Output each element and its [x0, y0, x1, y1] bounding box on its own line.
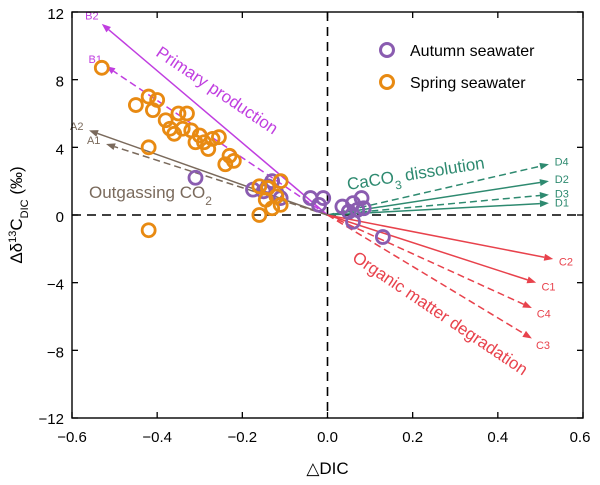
data-point	[374, 229, 391, 245]
data-point	[174, 120, 191, 137]
data-point	[157, 112, 174, 129]
vector-line	[327, 214, 525, 335]
data-point	[272, 173, 289, 190]
vector-line	[327, 214, 528, 281]
x-tick-label: 0.2	[402, 429, 423, 446]
vector-arrowhead	[89, 130, 99, 137]
vector-arrowhead	[522, 301, 532, 309]
vector-line	[108, 29, 328, 216]
x-tick-label: −0.2	[227, 429, 257, 446]
vector-line	[97, 132, 328, 216]
data-point	[149, 92, 166, 108]
vector-arrowhead	[522, 330, 532, 339]
data-point	[259, 180, 276, 196]
data-point	[93, 59, 110, 76]
process-label-caco3-dissolution: CaCO3 dissolution	[346, 153, 487, 199]
legend-marker-spring	[379, 74, 395, 90]
y-tick-labels: 12 8 4 0 −4 −8 −12	[39, 6, 64, 428]
x-tick-labels: −0.6 −0.4 −0.2 0.0 0.2 0.4 0.6	[57, 429, 590, 446]
vector-line	[327, 214, 545, 258]
vector-arrowhead	[106, 143, 116, 151]
vector-arrowhead	[539, 179, 549, 186]
vector-c2: C2	[327, 214, 573, 268]
y-tick-label: −12	[39, 411, 64, 428]
vector-c4: C4	[327, 214, 551, 320]
vector-arrowhead	[101, 23, 111, 33]
data-point	[127, 97, 144, 113]
vector-label: A2	[70, 121, 83, 133]
vector-arrowhead	[539, 200, 549, 208]
vector-a2: A2	[70, 121, 328, 216]
vector-arrowhead	[526, 276, 537, 284]
data-points	[93, 59, 391, 245]
data-point	[315, 190, 332, 206]
vector-arrowhead	[543, 253, 554, 261]
legend-label-spring: Spring seawater	[410, 75, 526, 92]
data-point	[268, 188, 285, 205]
y-tick-label: −8	[47, 344, 64, 361]
vector-label: D4	[555, 156, 569, 168]
series-spring	[93, 59, 289, 239]
data-point	[211, 129, 227, 146]
y-tick-label: 4	[56, 141, 64, 158]
vector-label: D2	[555, 174, 569, 186]
x-axis-title: △DIC	[306, 459, 348, 478]
data-point	[179, 105, 195, 122]
legend-label-autumn: Autumn seawater	[410, 43, 535, 60]
data-point	[345, 213, 361, 230]
vector-arrowhead	[539, 192, 549, 200]
vector-c1: C1	[327, 214, 556, 294]
legend-marker-autumn	[379, 42, 395, 58]
vector-a1: A1	[87, 135, 328, 216]
x-tick-label: 0.6	[570, 429, 591, 446]
vector-label: B2	[85, 10, 98, 22]
data-point	[353, 190, 370, 206]
vector-label: C4	[537, 308, 551, 320]
data-point	[272, 196, 289, 213]
axis-ticks	[71, 11, 584, 419]
y-axis-title: Δδ13CDIC (‰)	[7, 166, 31, 263]
x-tick-label: −0.6	[57, 429, 87, 446]
vector-line	[114, 145, 328, 216]
data-point	[140, 139, 157, 156]
data-point	[204, 130, 221, 147]
data-point	[251, 207, 268, 223]
process-label-outgassing: Outgassing CO2	[89, 183, 212, 208]
y-tick-label: 8	[56, 74, 64, 91]
vector-label: A1	[87, 135, 100, 147]
legend: Autumn seawater Spring seawater	[379, 42, 535, 92]
data-point	[140, 88, 157, 105]
vector-label: D3	[555, 189, 569, 201]
data-point	[355, 200, 372, 217]
y-tick-label: 0	[56, 209, 64, 226]
y-tick-label: 12	[47, 6, 64, 23]
data-point	[217, 156, 234, 173]
data-point	[251, 178, 268, 195]
x-tick-label: 0.0	[317, 429, 338, 446]
vector-label: C3	[536, 340, 550, 352]
vector-line	[113, 70, 328, 216]
data-point	[140, 222, 157, 239]
vector-label: C1	[541, 282, 555, 294]
vector-label: C2	[559, 256, 573, 268]
vector-c3: C3	[327, 214, 550, 352]
data-point	[225, 152, 242, 169]
data-point	[187, 169, 204, 186]
data-point	[170, 105, 187, 122]
vector-arrowhead	[539, 162, 549, 170]
process-label-organic-matter-degradation: Organic matter degradation	[349, 248, 531, 379]
y-tick-label: −4	[47, 277, 64, 294]
vector-line	[327, 214, 525, 305]
vector-b2: B2	[85, 10, 328, 216]
x-tick-label: 0.4	[487, 429, 508, 446]
vector-label: D1	[555, 197, 569, 209]
x-tick-label: −0.4	[142, 429, 172, 446]
